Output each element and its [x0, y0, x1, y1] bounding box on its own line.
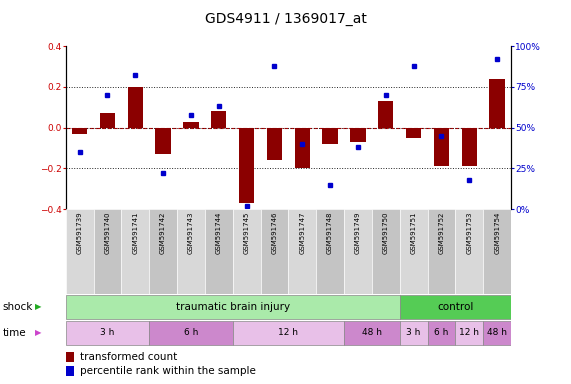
Bar [100, 113, 115, 127]
Bar [323, 127, 338, 144]
Bar [177, 209, 205, 294]
Bar [66, 366, 74, 376]
Text: GSM591739: GSM591739 [77, 212, 83, 255]
Text: GDS4911 / 1369017_at: GDS4911 / 1369017_at [204, 12, 367, 25]
Text: GSM591752: GSM591752 [439, 212, 444, 254]
Bar [483, 209, 511, 294]
Text: 48 h: 48 h [362, 328, 382, 338]
Bar [456, 209, 483, 294]
Text: GSM591745: GSM591745 [244, 212, 250, 254]
Text: GSM591753: GSM591753 [467, 212, 472, 254]
Bar [233, 321, 344, 345]
Bar [400, 321, 428, 345]
Bar [267, 127, 282, 161]
Bar [155, 127, 171, 154]
Bar [295, 127, 310, 169]
Text: GSM591747: GSM591747 [299, 212, 305, 254]
Bar [149, 209, 177, 294]
Bar [378, 101, 393, 127]
Text: GSM591754: GSM591754 [494, 212, 500, 254]
Bar [122, 209, 149, 294]
Bar [239, 127, 254, 203]
Bar [456, 321, 483, 345]
Bar [428, 321, 456, 345]
Bar [400, 295, 511, 319]
Bar [127, 87, 143, 127]
Bar [205, 209, 233, 294]
Bar [183, 122, 199, 127]
Text: GSM591742: GSM591742 [160, 212, 166, 254]
Text: GSM591751: GSM591751 [411, 212, 417, 254]
Text: GSM591740: GSM591740 [104, 212, 110, 254]
Text: ▶: ▶ [35, 302, 42, 311]
Bar [72, 127, 87, 134]
Text: 3 h: 3 h [407, 328, 421, 338]
Text: 6 h: 6 h [184, 328, 198, 338]
Bar [260, 209, 288, 294]
Text: 12 h: 12 h [278, 328, 299, 338]
Bar [94, 209, 122, 294]
Text: 3 h: 3 h [100, 328, 115, 338]
Bar [66, 321, 149, 345]
Text: ▶: ▶ [35, 328, 42, 338]
Text: percentile rank within the sample: percentile rank within the sample [81, 366, 256, 376]
Bar [66, 209, 94, 294]
Bar [350, 127, 365, 142]
Text: GSM591746: GSM591746 [271, 212, 278, 254]
Bar [66, 352, 74, 362]
Text: GSM591743: GSM591743 [188, 212, 194, 254]
Text: GSM591744: GSM591744 [216, 212, 222, 254]
Bar [344, 209, 372, 294]
Bar [483, 321, 511, 345]
Text: GSM591749: GSM591749 [355, 212, 361, 254]
Bar [461, 127, 477, 166]
Bar [233, 209, 260, 294]
Text: 12 h: 12 h [459, 328, 479, 338]
Text: 6 h: 6 h [435, 328, 449, 338]
Bar [316, 209, 344, 294]
Text: GSM591750: GSM591750 [383, 212, 389, 254]
Bar [288, 209, 316, 294]
Bar [372, 209, 400, 294]
Bar [428, 209, 456, 294]
Text: GSM591748: GSM591748 [327, 212, 333, 254]
Text: shock: shock [3, 302, 33, 312]
Bar [149, 321, 233, 345]
Text: traumatic brain injury: traumatic brain injury [176, 302, 289, 312]
Bar [406, 127, 421, 138]
Bar [400, 209, 428, 294]
Bar [434, 127, 449, 166]
Text: transformed count: transformed count [81, 352, 178, 362]
Bar [211, 111, 227, 127]
Text: GSM591741: GSM591741 [132, 212, 138, 254]
Bar [344, 321, 400, 345]
Text: control: control [437, 302, 473, 312]
Text: 48 h: 48 h [487, 328, 507, 338]
Bar [66, 295, 400, 319]
Text: time: time [3, 328, 26, 338]
Bar [489, 79, 505, 127]
